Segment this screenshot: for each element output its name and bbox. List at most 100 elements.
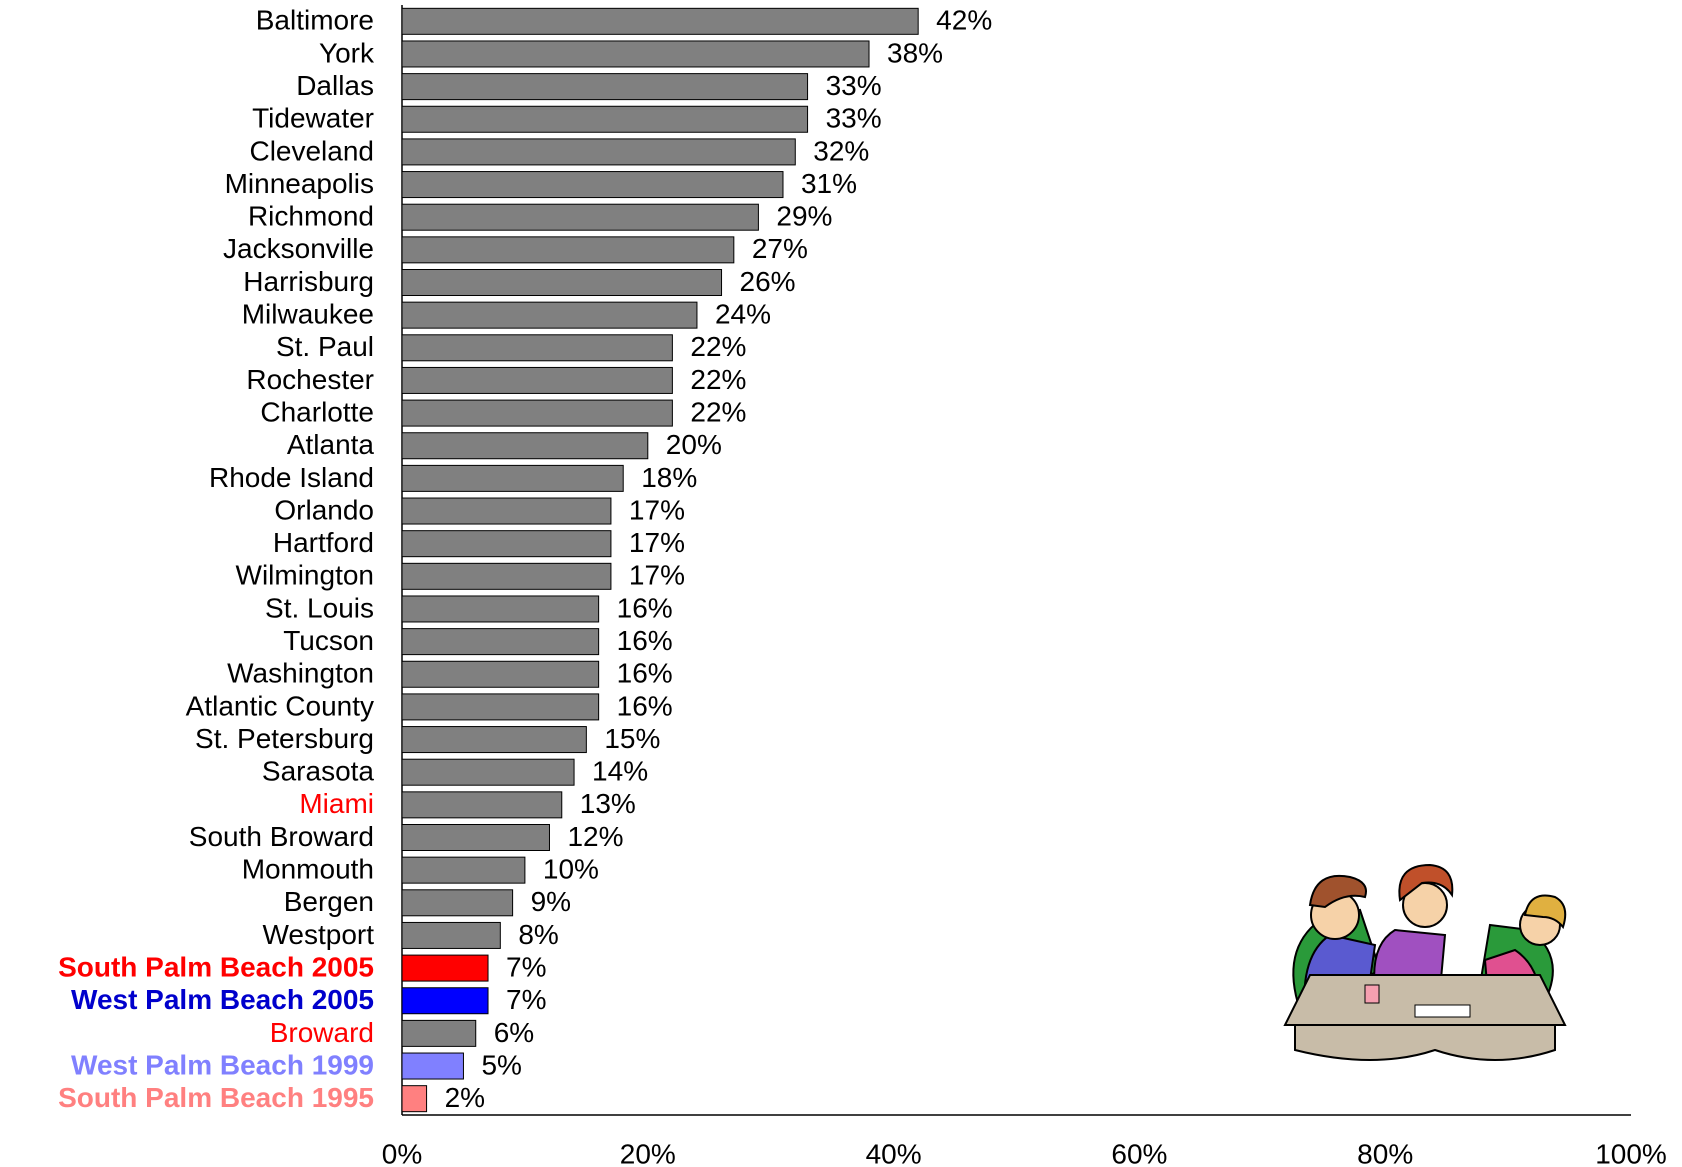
value-label: 7%	[506, 984, 546, 1015]
value-label: 17%	[629, 560, 685, 591]
bar	[401, 1085, 428, 1113]
value-label: 38%	[887, 37, 943, 68]
y-tick-label: Washington	[227, 658, 374, 689]
bar	[401, 1019, 477, 1047]
y-tick-label: Wilmington	[236, 560, 374, 591]
bar	[401, 921, 501, 949]
y-tick-label: Bergen	[284, 886, 374, 917]
y-tick-label: Milwaukee	[242, 299, 374, 330]
x-tick-label: 20%	[620, 1138, 676, 1167]
value-label: 16%	[617, 690, 673, 721]
bar	[401, 203, 759, 231]
y-tick-label: Atlanta	[287, 429, 375, 460]
value-label: 22%	[690, 331, 746, 362]
y-tick-label: West Palm Beach 1999	[71, 1049, 374, 1080]
y-tick-label: Harrisburg	[243, 266, 374, 297]
bar	[401, 399, 673, 427]
x-tick-label: 80%	[1357, 1138, 1413, 1167]
bar	[401, 366, 673, 394]
bar	[401, 726, 587, 754]
y-tick-label: St. Louis	[265, 592, 374, 623]
y-tick-label: Atlantic County	[186, 690, 374, 721]
bar	[401, 40, 870, 68]
y-tick-label: South Palm Beach 2005	[58, 951, 374, 982]
value-label: 18%	[641, 462, 697, 493]
bar	[401, 889, 514, 917]
bar	[401, 171, 784, 199]
x-tick-label: 100%	[1595, 1138, 1667, 1167]
value-label: 9%	[531, 886, 571, 917]
y-tick-label: Tucson	[283, 625, 374, 656]
value-label: 5%	[481, 1049, 521, 1080]
bar	[401, 73, 809, 101]
y-tick-label: Broward	[270, 1017, 374, 1048]
value-label: 33%	[826, 70, 882, 101]
bar	[401, 595, 600, 623]
bar	[401, 105, 809, 133]
y-tick-label: Hartford	[273, 527, 374, 558]
value-label: 6%	[494, 1017, 534, 1048]
value-label: 27%	[752, 233, 808, 264]
value-label: 29%	[776, 201, 832, 232]
y-tick-label: Cleveland	[249, 135, 374, 166]
y-tick-label: South Palm Beach 1995	[58, 1082, 374, 1113]
y-tick-label: Rochester	[246, 364, 374, 395]
value-label: 33%	[826, 103, 882, 134]
value-label: 26%	[740, 266, 796, 297]
value-label: 13%	[580, 788, 636, 819]
value-label: 32%	[813, 135, 869, 166]
bar	[401, 562, 612, 590]
value-label: 10%	[543, 854, 599, 885]
bar	[401, 497, 612, 525]
y-tick-label: Richmond	[248, 201, 374, 232]
bar	[401, 856, 526, 884]
y-tick-label: York	[319, 37, 375, 68]
y-tick-label: Jacksonville	[223, 233, 374, 264]
y-tick-label: St. Paul	[276, 331, 374, 362]
bar	[401, 628, 600, 656]
x-tick-label: 60%	[1111, 1138, 1167, 1167]
value-label: 17%	[629, 494, 685, 525]
bar	[401, 1052, 464, 1080]
value-label: 42%	[936, 5, 992, 36]
bar	[401, 464, 624, 492]
bar	[401, 660, 600, 688]
value-label: 14%	[592, 756, 648, 787]
value-label: 15%	[604, 723, 660, 754]
bar	[401, 334, 673, 362]
value-label: 16%	[617, 625, 673, 656]
bar	[401, 432, 649, 460]
value-label: 2%	[445, 1082, 485, 1113]
y-tick-label: Rhode Island	[209, 462, 374, 493]
bar	[401, 301, 698, 329]
value-label: 22%	[690, 364, 746, 395]
x-tick-label: 40%	[866, 1138, 922, 1167]
value-label: 8%	[518, 919, 558, 950]
bar	[401, 758, 575, 786]
value-label: 7%	[506, 951, 546, 982]
bar	[401, 954, 489, 982]
y-tick-label: Sarasota	[262, 756, 374, 787]
bar	[401, 530, 612, 558]
value-label: 31%	[801, 168, 857, 199]
value-label: 16%	[617, 658, 673, 689]
y-tick-label: Miami	[299, 788, 374, 819]
y-tick-label: Dallas	[296, 70, 374, 101]
x-tick-label: 0%	[382, 1138, 422, 1167]
bar	[401, 693, 600, 721]
y-tick-label: Minneapolis	[225, 168, 374, 199]
y-tick-label: Baltimore	[256, 5, 374, 36]
y-tick-label: Tidewater	[252, 103, 374, 134]
y-tick-label: South Broward	[189, 821, 374, 852]
y-tick-label: Monmouth	[242, 854, 374, 885]
illustration	[1283, 863, 1567, 1061]
value-label: 16%	[617, 592, 673, 623]
value-label: 17%	[629, 527, 685, 558]
bar	[401, 236, 735, 264]
y-tick-label: West Palm Beach 2005	[71, 984, 374, 1015]
bar	[401, 269, 723, 296]
value-label: 20%	[666, 429, 722, 460]
bar	[401, 138, 796, 166]
y-tick-label: Westport	[262, 919, 374, 950]
